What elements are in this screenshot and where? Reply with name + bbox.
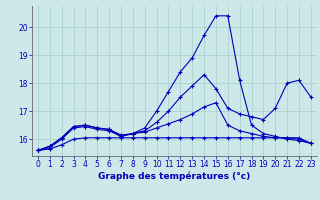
X-axis label: Graphe des températures (°c): Graphe des températures (°c) [98,172,251,181]
